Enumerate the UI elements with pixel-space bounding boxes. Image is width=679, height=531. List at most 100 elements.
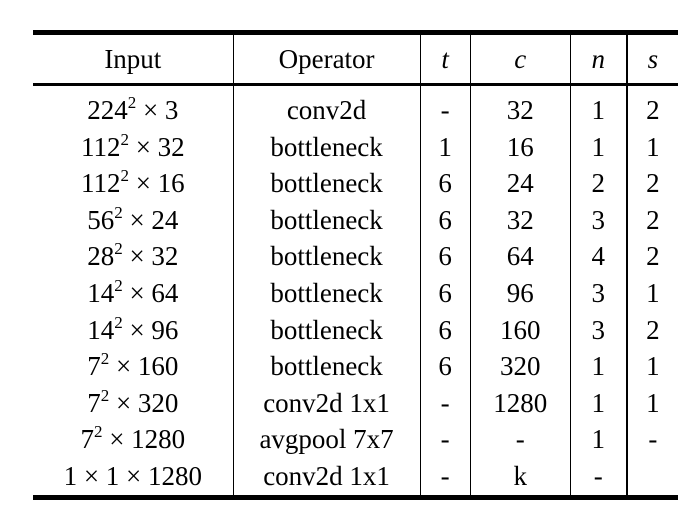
cell-c: 32 bbox=[469, 201, 571, 239]
header-operator: Operator bbox=[232, 32, 420, 85]
table-row: 72 × 320 conv2d 1x1-1280 1 1 bbox=[33, 384, 678, 422]
cell-t: 6 bbox=[419, 238, 471, 275]
input-base: 7 bbox=[87, 387, 101, 418]
cell-operator: conv2d 1x1 bbox=[232, 457, 420, 498]
cell-c: 16 bbox=[469, 128, 571, 166]
cell-s: 1 bbox=[625, 274, 678, 312]
header-n: n bbox=[569, 32, 627, 85]
table-body: 2242 × 3 conv2d -32 1 2 1122 × 32 bottleneck 1 1… bbox=[33, 84, 678, 498]
cell-input: 72 × 160 bbox=[33, 348, 233, 385]
cell-s: 1 bbox=[625, 128, 678, 166]
cell-s: 2 bbox=[625, 238, 678, 275]
input-exponent: 2 bbox=[114, 239, 123, 259]
cell-input: 142 × 96 bbox=[33, 312, 233, 349]
cell-n: 1 bbox=[569, 384, 627, 422]
input-rest: × 3 bbox=[136, 95, 179, 125]
cell-operator: bottleneck bbox=[232, 311, 420, 349]
input-exponent: 2 bbox=[127, 93, 137, 112]
cell-n: 4 bbox=[569, 238, 627, 275]
cell-t: 1 bbox=[419, 128, 471, 166]
cell-input: 282 × 32 bbox=[33, 238, 233, 275]
cell-s: 1 bbox=[625, 348, 678, 385]
input-exponent: 2 bbox=[120, 129, 129, 149]
input-exponent: 2 bbox=[114, 312, 123, 332]
table-row: 142 × 64 bottleneck 6 96 3 1 bbox=[33, 274, 678, 312]
cell-input: 72 × 320 bbox=[33, 385, 233, 422]
cell-n: 3 bbox=[569, 274, 627, 312]
cell-s: 2 bbox=[625, 201, 678, 239]
header-input: Input bbox=[104, 44, 162, 74]
cell-t: 6 bbox=[419, 165, 471, 202]
table-row: 1122 × 32 bottleneck 1 16 1 1 bbox=[33, 128, 678, 166]
cell-operator: avgpool 7x7 bbox=[232, 421, 420, 458]
cell-n: 1 bbox=[569, 84, 627, 129]
input-base: 14 bbox=[87, 314, 115, 345]
cell-c: 160 bbox=[469, 311, 571, 349]
cell-input: 1 × 1 × 1280 bbox=[33, 458, 233, 497]
cell-s: 1 bbox=[625, 384, 678, 422]
input-base: 224 bbox=[87, 95, 128, 125]
input-rest: × 96 bbox=[122, 314, 179, 345]
input-exponent: 2 bbox=[120, 166, 129, 186]
cell-input: 1122 × 32 bbox=[33, 129, 233, 166]
cell-operator: bottleneck bbox=[232, 274, 420, 312]
cell-t: - bbox=[419, 421, 471, 458]
input-rest: × 160 bbox=[109, 351, 179, 382]
cell-c: 1280 bbox=[469, 384, 571, 422]
input-base: 56 bbox=[87, 204, 115, 235]
input-rest: × 1280 bbox=[102, 424, 186, 455]
cell-t: - bbox=[419, 84, 471, 129]
cell-c: 24 bbox=[469, 165, 571, 202]
cell-c: - bbox=[469, 421, 571, 458]
table-container: Input Operator t c n s 2242 × 3 conv2d -32… bbox=[33, 30, 678, 500]
cell-s: 2 bbox=[625, 165, 678, 202]
cell-t: 6 bbox=[419, 348, 471, 385]
table-row: 1122 × 16 bottleneck 6 24 2 2 bbox=[33, 165, 678, 202]
cell-operator: bottleneck bbox=[232, 348, 420, 385]
cell-t: 6 bbox=[419, 311, 471, 349]
cell-t: 6 bbox=[419, 274, 471, 312]
cell-operator: bottleneck bbox=[232, 238, 420, 275]
cell-s: - bbox=[625, 421, 678, 458]
cell-operator: bottleneck bbox=[232, 128, 420, 166]
cell-c: 32 bbox=[469, 84, 571, 129]
input-rest: × 24 bbox=[122, 204, 179, 235]
input-rest: × 320 bbox=[109, 387, 179, 418]
cell-operator: conv2d bbox=[232, 84, 420, 129]
cell-input: 1122 × 16 bbox=[33, 165, 233, 202]
input-exponent: 2 bbox=[114, 275, 123, 295]
cell-t: - bbox=[419, 384, 471, 422]
input-base: 7 bbox=[80, 424, 94, 455]
input-rest: × 32 bbox=[122, 241, 179, 272]
cell-c: 320 bbox=[469, 348, 571, 385]
table-row: 282 × 32 bottleneck 6 64 4 2 bbox=[33, 238, 678, 275]
input-exponent: 2 bbox=[93, 422, 103, 442]
input-rest: × 64 bbox=[122, 277, 179, 308]
input-base: 28 bbox=[87, 241, 115, 272]
header-row: Input Operator t c n s bbox=[33, 32, 678, 85]
cell-n: 3 bbox=[569, 201, 627, 239]
input-exponent: 2 bbox=[100, 385, 110, 405]
input-rest: × 16 bbox=[128, 168, 185, 199]
cell-input: 2242 × 3 bbox=[33, 85, 233, 129]
header-s: s bbox=[625, 32, 678, 85]
cell-c: 64 bbox=[469, 238, 571, 275]
table-row: 72 × 160 bottleneck 6 320 1 1 bbox=[33, 348, 678, 385]
header-t: t bbox=[419, 32, 471, 85]
cell-n: 1 bbox=[569, 421, 627, 458]
cell-input: 562 × 24 bbox=[33, 202, 233, 239]
cell-s: 2 bbox=[625, 84, 678, 129]
input-exponent: 2 bbox=[100, 349, 110, 369]
table-row: 1 × 1 × 1280 conv2d 1x1- k - bbox=[33, 457, 678, 498]
cell-n: 1 bbox=[569, 348, 627, 385]
cell-n: 1 bbox=[569, 128, 627, 166]
cell-t: - bbox=[419, 457, 471, 498]
input-base: 1 × 1 × 1280 bbox=[63, 460, 203, 491]
architecture-table: Input Operator t c n s 2242 × 3 conv2d -32… bbox=[33, 30, 678, 500]
table-row: 562 × 24 bottleneck 6 32 3 2 bbox=[33, 201, 678, 239]
table-row: 142 × 96 bottleneck 6 160 3 2 bbox=[33, 311, 678, 349]
cell-operator: bottleneck bbox=[232, 165, 420, 202]
cell-t: 6 bbox=[419, 201, 471, 239]
input-base: 112 bbox=[80, 131, 121, 162]
input-base: 112 bbox=[80, 168, 121, 199]
